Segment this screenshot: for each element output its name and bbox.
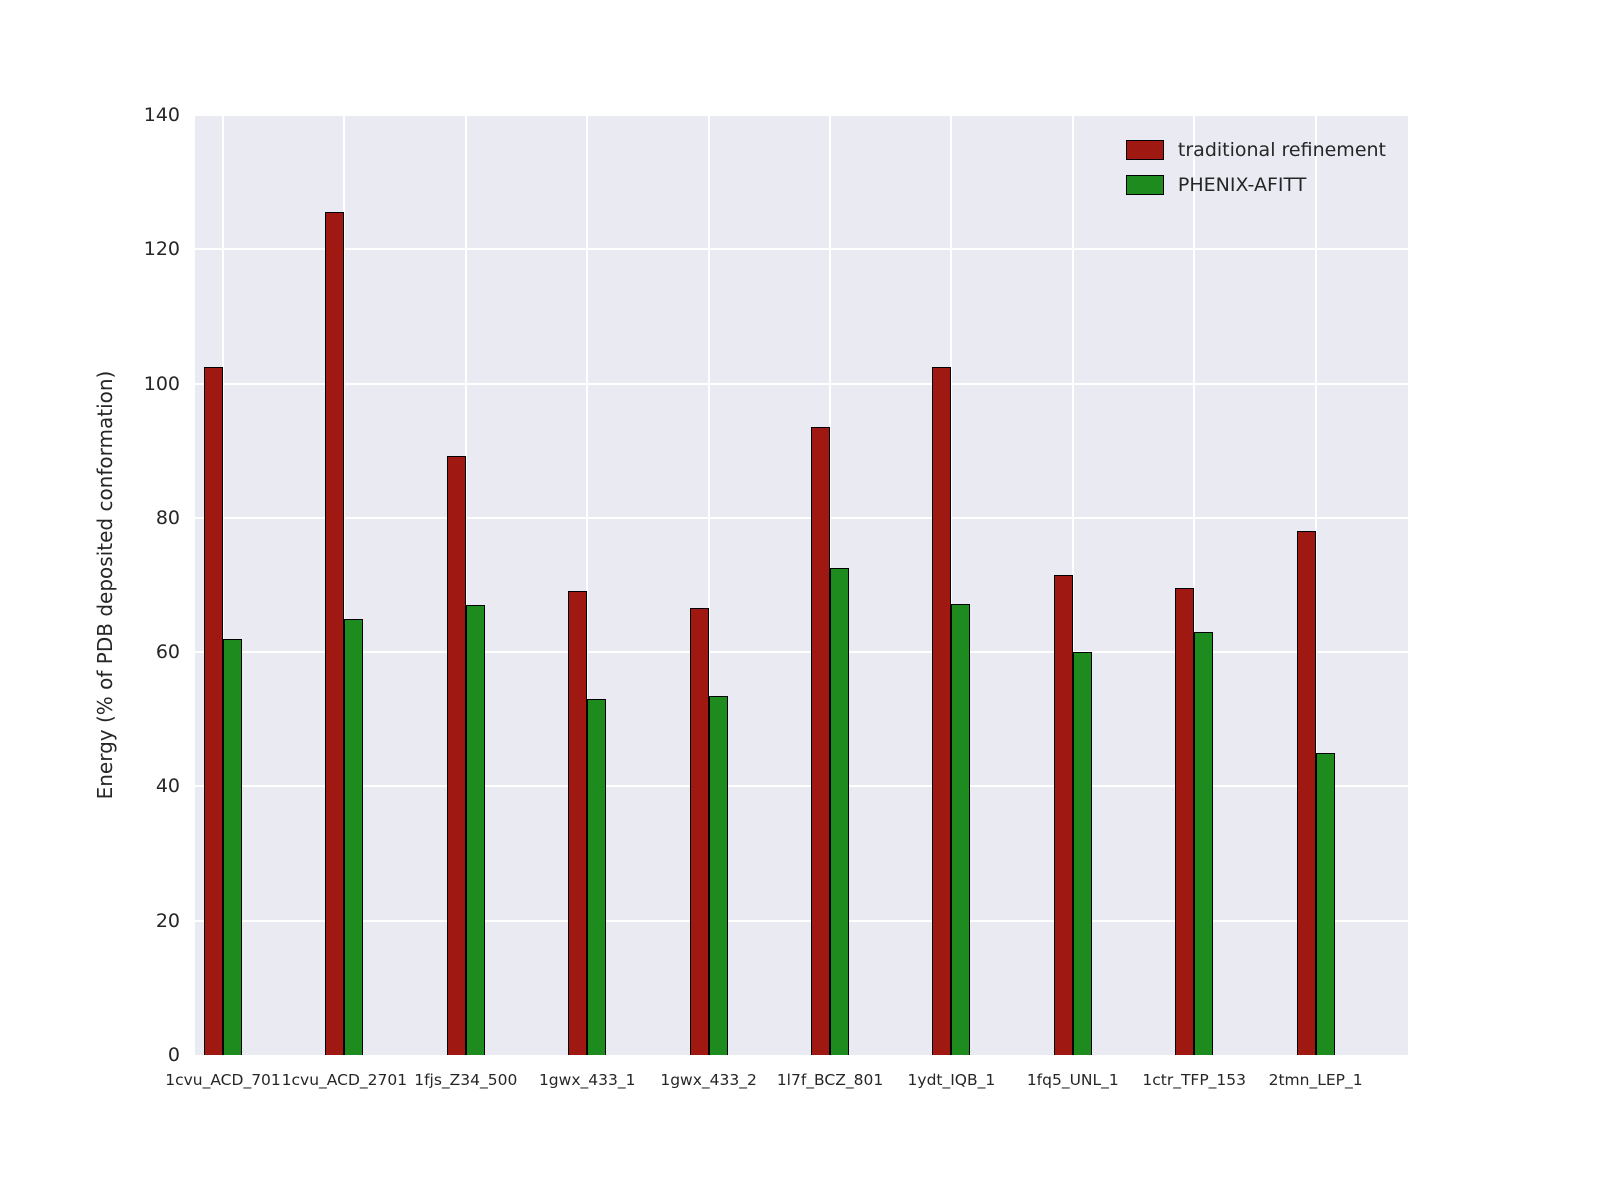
gridline-y-100 — [195, 382, 1408, 385]
x-tick-label-1cvu_ACD_2701: 1cvu_ACD_2701 — [281, 1071, 408, 1089]
y-axis-title: Energy (% of PDB deposited conformation) — [93, 370, 117, 800]
gridline-y-140 — [195, 114, 1408, 116]
x-tick-label-1ctr_TFP_153: 1ctr_TFP_153 — [1142, 1071, 1247, 1089]
legend-item-phenix-afitt: PHENIX-AFITT — [1125, 174, 1386, 196]
gridline-y-120 — [195, 248, 1408, 251]
bar-1ctr_TFP_153-afitt — [1194, 632, 1214, 1055]
gridline-x-8 — [1193, 115, 1196, 1055]
bar-1ydt_IQB_1-afitt — [951, 603, 971, 1055]
x-tick-label-2tmn_LEP_1: 2tmn_LEP_1 — [1268, 1071, 1363, 1089]
x-tick-label-1ydt_IQB_1: 1ydt_IQB_1 — [907, 1071, 996, 1089]
bar-2tmn_LEP_1-afitt — [1315, 752, 1335, 1055]
gridline-y-80 — [195, 516, 1408, 519]
bar-1cvu_ACD_2701-afitt — [344, 618, 364, 1055]
plot-area: traditional refinement PHENIX-AFITT — [195, 114, 1408, 1055]
gridline-x-4 — [707, 115, 710, 1055]
y-tick-label-0: 0 — [167, 1044, 180, 1066]
gridline-x-3 — [586, 115, 589, 1055]
gridline-x-2 — [464, 115, 467, 1055]
legend-item-traditional-refinement: traditional refinement — [1125, 139, 1386, 161]
bar-1gwx_433_2-traditional — [689, 607, 709, 1055]
gridline-x-1 — [343, 115, 346, 1055]
x-tick-label-1cvu_ACD_701: 1cvu_ACD_701 — [165, 1071, 281, 1089]
gridline-y-20 — [195, 919, 1408, 922]
bar-1ydt_IQB_1-traditional — [932, 366, 952, 1055]
y-tick-label-80: 80 — [155, 506, 180, 529]
bar-1cvu_ACD_701-afitt — [223, 638, 242, 1055]
bar-1gwx_433_2-afitt — [708, 695, 728, 1055]
y-tick-label-40: 40 — [155, 775, 180, 798]
bar-1l7f_BCZ_801-afitt — [830, 568, 849, 1055]
y-tick-label-100: 100 — [143, 372, 180, 395]
bar-2tmn_LEP_1-traditional — [1296, 531, 1316, 1055]
gridline-x-6 — [950, 115, 953, 1055]
gridline-x-9 — [1314, 115, 1317, 1055]
legend: traditional refinement PHENIX-AFITT — [1122, 133, 1390, 202]
y-tick-label-60: 60 — [155, 641, 180, 664]
bar-1ctr_TFP_153-traditional — [1175, 588, 1195, 1055]
gridline-y-40 — [195, 785, 1408, 788]
x-tick-label-1fq5_UNL_1: 1fq5_UNL_1 — [1026, 1071, 1119, 1089]
bar-1fjs_Z34_500-afitt — [465, 605, 485, 1055]
gridline-x-0 — [222, 115, 224, 1055]
gridline-x-7 — [1071, 115, 1074, 1055]
bar-1gwx_433_1-afitt — [587, 699, 607, 1055]
bar-1fq5_UNL_1-afitt — [1072, 652, 1092, 1055]
y-tick-label-20: 20 — [155, 909, 180, 932]
x-tick-label-1fjs_Z34_500: 1fjs_Z34_500 — [414, 1071, 518, 1089]
legend-label-phenix-afitt: PHENIX-AFITT — [1177, 174, 1307, 196]
gridline-y-60 — [195, 651, 1408, 654]
x-tick-label-1gwx_433_2: 1gwx_433_2 — [660, 1071, 757, 1089]
bar-1cvu_ACD_2701-traditional — [325, 212, 345, 1055]
x-tick-label-1gwx_433_1: 1gwx_433_1 — [538, 1071, 636, 1089]
x-tick-label-1l7f_BCZ_801: 1l7f_BCZ_801 — [776, 1071, 884, 1089]
legend-label-traditional-refinement: traditional refinement — [1177, 139, 1386, 161]
bar-1cvu_ACD_701-traditional — [204, 366, 223, 1055]
bar-1l7f_BCZ_801-traditional — [811, 427, 830, 1055]
bar-1gwx_433_1-traditional — [568, 591, 588, 1055]
y-tick-label-140: 140 — [143, 104, 180, 126]
legend-swatch-green — [1125, 175, 1164, 195]
y-tick-label-120: 120 — [143, 238, 180, 261]
bar-1fq5_UNL_1-traditional — [1053, 574, 1073, 1055]
legend-swatch-red — [1125, 140, 1164, 160]
bar-1fjs_Z34_500-traditional — [446, 456, 466, 1055]
